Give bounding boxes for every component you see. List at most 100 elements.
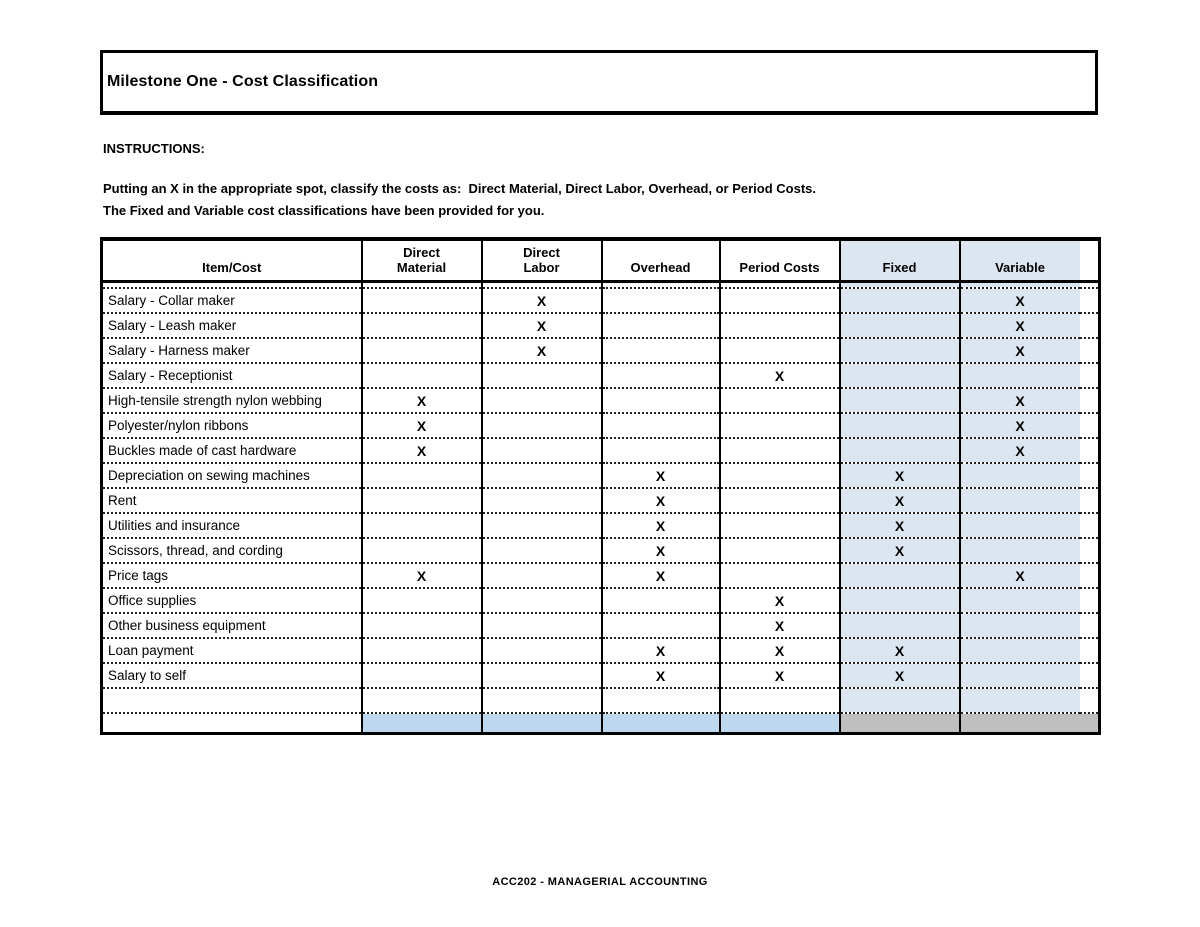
column-header-direct_labor: Direct Labor [481, 239, 603, 283]
mark-cell-overhead: X [601, 663, 721, 689]
instructions-heading: INSTRUCTIONS: [103, 141, 205, 156]
mark-cell-period_costs [719, 463, 841, 489]
cost-classification-table: Item/Cost Direct Material Direct Labor Overhe… [100, 237, 1101, 735]
mark-cell-direct_material [361, 488, 483, 514]
mark-cell-direct_material [361, 663, 483, 689]
mark-cell-variable: X [959, 413, 1080, 439]
mark-cell-period_costs [719, 438, 841, 464]
mark-cell-fixed [839, 313, 961, 339]
table-foot [101, 713, 1100, 733]
mark-cell-period_costs: X [719, 588, 841, 614]
print-range-bottom-row [101, 713, 1100, 733]
instructions-line-1: Putting an X in the appropriate spot, cl… [103, 181, 817, 196]
spacer-cell [1079, 281, 1100, 289]
end-spacer-cell [1079, 688, 1100, 714]
item-cost-cell: Salary - Collar maker [101, 288, 363, 314]
item-cost-cell: Salary to self [101, 663, 363, 689]
bottom-cell-overhead [601, 713, 721, 733]
mark-cell-direct_labor: X [481, 288, 603, 314]
page-title: Milestone One - Cost Classification [107, 73, 379, 90]
mark-cell-period_costs [719, 513, 841, 539]
mark-cell-variable [959, 363, 1080, 389]
spacer-cell [361, 281, 483, 289]
table-row: Salary to self X X X [101, 663, 1100, 689]
instructions-line-2: The Fixed and Variable cost classificati… [103, 203, 545, 218]
mark-cell-overhead [601, 313, 721, 339]
mark-cell-period_costs [719, 288, 841, 314]
mark-cell-variable [959, 538, 1080, 564]
mark-cell-fixed: X [839, 463, 961, 489]
mark-cell-overhead [601, 438, 721, 464]
mark-cell-period_costs [719, 688, 841, 714]
end-spacer-cell [1079, 563, 1100, 589]
end-spacer-cell [1079, 488, 1100, 514]
item-cost-cell: Office supplies [101, 588, 363, 614]
mark-cell-fixed [839, 563, 961, 589]
table-row: Rent X X [101, 488, 1100, 514]
mark-cell-direct_material [361, 338, 483, 364]
table-row: Buckles made of cast hardware X X [101, 438, 1100, 464]
page-footer: ACC202 - MANAGERIAL ACCOUNTING [492, 876, 708, 888]
header-spacer-row [101, 281, 1100, 289]
mark-cell-variable [959, 688, 1080, 714]
bottom-cell-period-costs [719, 713, 841, 733]
mark-cell-direct_material [361, 513, 483, 539]
mark-cell-period_costs: X [719, 613, 841, 639]
column-header-end-spacer [1079, 239, 1100, 283]
mark-cell-period_costs [719, 388, 841, 414]
item-cost-cell: High-tensile strength nylon webbing [101, 388, 363, 414]
mark-cell-fixed [839, 413, 961, 439]
table-row: Other business equipment X [101, 613, 1100, 639]
mark-cell-variable [959, 613, 1080, 639]
mark-cell-direct_material [361, 688, 483, 714]
mark-cell-direct_labor [481, 463, 603, 489]
mark-cell-overhead: X [601, 538, 721, 564]
mark-cell-direct_material [361, 463, 483, 489]
mark-cell-overhead: X [601, 488, 721, 514]
column-header-fixed: Fixed [839, 239, 961, 283]
item-cost-cell: Salary - Harness maker [101, 338, 363, 364]
mark-cell-direct_material [361, 638, 483, 664]
mark-cell-fixed [839, 438, 961, 464]
mark-cell-fixed [839, 388, 961, 414]
mark-cell-period_costs [719, 563, 841, 589]
spacer-cell [719, 281, 841, 289]
mark-cell-direct_material [361, 288, 483, 314]
mark-cell-overhead [601, 288, 721, 314]
column-header-item_cost: Item/Cost [101, 239, 363, 283]
mark-cell-period_costs: X [719, 363, 841, 389]
item-cost-cell: Scissors, thread, and cording [101, 538, 363, 564]
item-cost-cell: Other business equipment [101, 613, 363, 639]
bottom-cell-fixed [839, 713, 961, 733]
mark-cell-direct_labor [481, 363, 603, 389]
mark-cell-overhead: X [601, 463, 721, 489]
mark-cell-fixed [839, 588, 961, 614]
end-spacer-cell [1079, 288, 1100, 314]
mark-cell-fixed: X [839, 488, 961, 514]
end-spacer-cell [1079, 413, 1100, 439]
mark-cell-direct_labor [481, 413, 603, 439]
column-header-direct_material: Direct Material [361, 239, 483, 283]
item-cost-cell: Price tags [101, 563, 363, 589]
mark-cell-variable [959, 463, 1080, 489]
table-row: Salary - Receptionist X [101, 363, 1100, 389]
mark-cell-variable [959, 488, 1080, 514]
mark-cell-direct_material [361, 538, 483, 564]
mark-cell-variable [959, 513, 1080, 539]
end-spacer-cell [1079, 663, 1100, 689]
bottom-cell-variable [959, 713, 1080, 733]
mark-cell-overhead [601, 363, 721, 389]
table-row [101, 688, 1100, 714]
mark-cell-overhead: X [601, 563, 721, 589]
mark-cell-variable: X [959, 388, 1080, 414]
end-spacer-cell [1079, 588, 1100, 614]
mark-cell-period_costs [719, 338, 841, 364]
mark-cell-overhead [601, 338, 721, 364]
mark-cell-fixed [839, 613, 961, 639]
spacer-cell [959, 281, 1080, 289]
mark-cell-variable: X [959, 288, 1080, 314]
mark-cell-overhead: X [601, 513, 721, 539]
mark-cell-period_costs: X [719, 638, 841, 664]
mark-cell-direct_labor [481, 388, 603, 414]
end-spacer-cell [1079, 613, 1100, 639]
